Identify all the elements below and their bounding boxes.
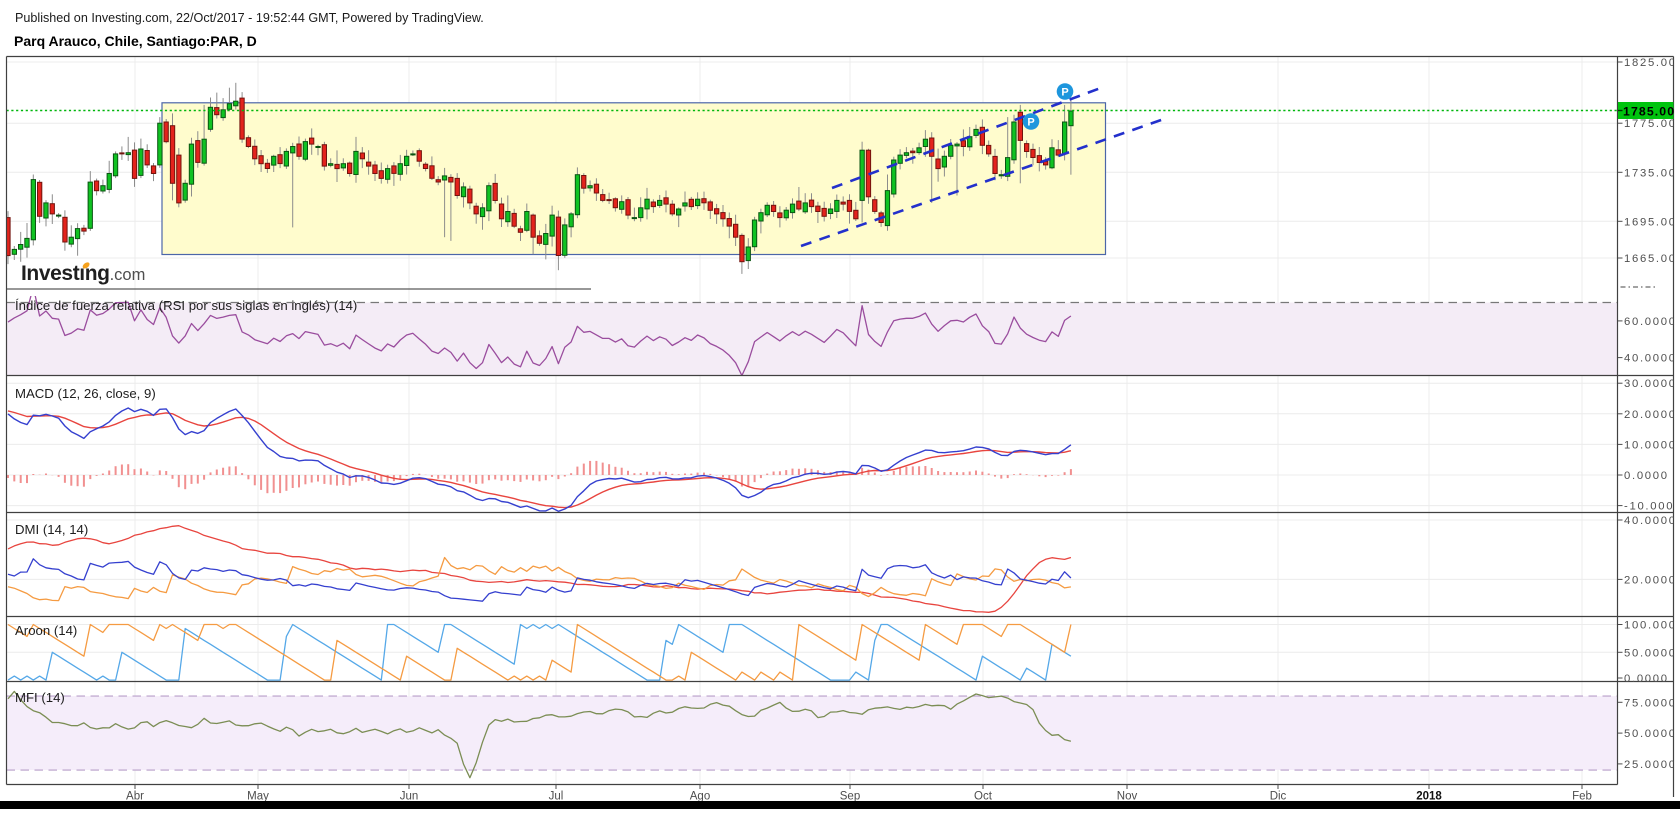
svg-text:Abr: Abr — [126, 791, 144, 803]
svg-text:1785.00: 1785.00 — [1623, 105, 1675, 119]
svg-text:40.0000: 40.0000 — [1624, 515, 1677, 527]
svg-text:50.0000: 50.0000 — [1624, 728, 1677, 740]
svg-text:1665.00: 1665.00 — [1624, 253, 1677, 265]
svg-text:-10.0000: -10.0000 — [1624, 501, 1680, 513]
svg-text:P: P — [1061, 87, 1068, 99]
svg-text:Parq Arauco, Chile, Santiago:P: Parq Arauco, Chile, Santiago:PAR, D — [14, 33, 257, 49]
svg-text:Jun: Jun — [400, 791, 419, 803]
svg-text:Jul: Jul — [549, 791, 564, 803]
svg-text:Nov: Nov — [1117, 791, 1138, 803]
svg-text:40.0000: 40.0000 — [1624, 353, 1677, 365]
svg-text:Published on Investing.com, 22: Published on Investing.com, 22/Oct/2017 … — [15, 11, 484, 25]
svg-text:1695.00: 1695.00 — [1624, 216, 1677, 228]
svg-text:100.0000: 100.0000 — [1624, 620, 1680, 632]
svg-text:Aroon (14): Aroon (14) — [15, 623, 77, 638]
svg-text:0.0000: 0.0000 — [1624, 673, 1669, 685]
svg-text:MFI (14): MFI (14) — [15, 690, 65, 705]
svg-text:1825.00: 1825.00 — [1624, 57, 1677, 69]
svg-text:75.0000: 75.0000 — [1624, 697, 1677, 709]
svg-text:May: May — [247, 791, 269, 803]
svg-text:MACD (12, 26, close, 9): MACD (12, 26, close, 9) — [15, 386, 156, 401]
svg-text:Feb: Feb — [1572, 791, 1592, 803]
svg-text:2018: 2018 — [1416, 791, 1442, 803]
svg-text:25.0000: 25.0000 — [1624, 759, 1677, 771]
svg-text:Ago: Ago — [690, 791, 710, 803]
svg-text:50.0000: 50.0000 — [1624, 647, 1677, 659]
svg-text:Índice de fuerza relativa (RSI: Índice de fuerza relativa (RSI por sus s… — [15, 298, 357, 313]
svg-text:1775.00: 1775.00 — [1624, 118, 1677, 130]
svg-text:60.0000: 60.0000 — [1624, 316, 1677, 328]
svg-text:Sep: Sep — [840, 791, 860, 803]
svg-text:20.0000: 20.0000 — [1624, 409, 1677, 421]
svg-text:30.0000: 30.0000 — [1624, 378, 1677, 390]
svg-text:Dic: Dic — [1270, 791, 1287, 803]
svg-text:Oct: Oct — [974, 791, 993, 803]
svg-text:20.0000: 20.0000 — [1624, 574, 1677, 586]
svg-text:1735.00: 1735.00 — [1624, 167, 1677, 179]
svg-text:0.0000: 0.0000 — [1624, 470, 1669, 482]
svg-text:10.0000: 10.0000 — [1624, 439, 1677, 451]
svg-text:P: P — [1027, 117, 1034, 129]
svg-text:DMI (14, 14): DMI (14, 14) — [15, 522, 88, 537]
